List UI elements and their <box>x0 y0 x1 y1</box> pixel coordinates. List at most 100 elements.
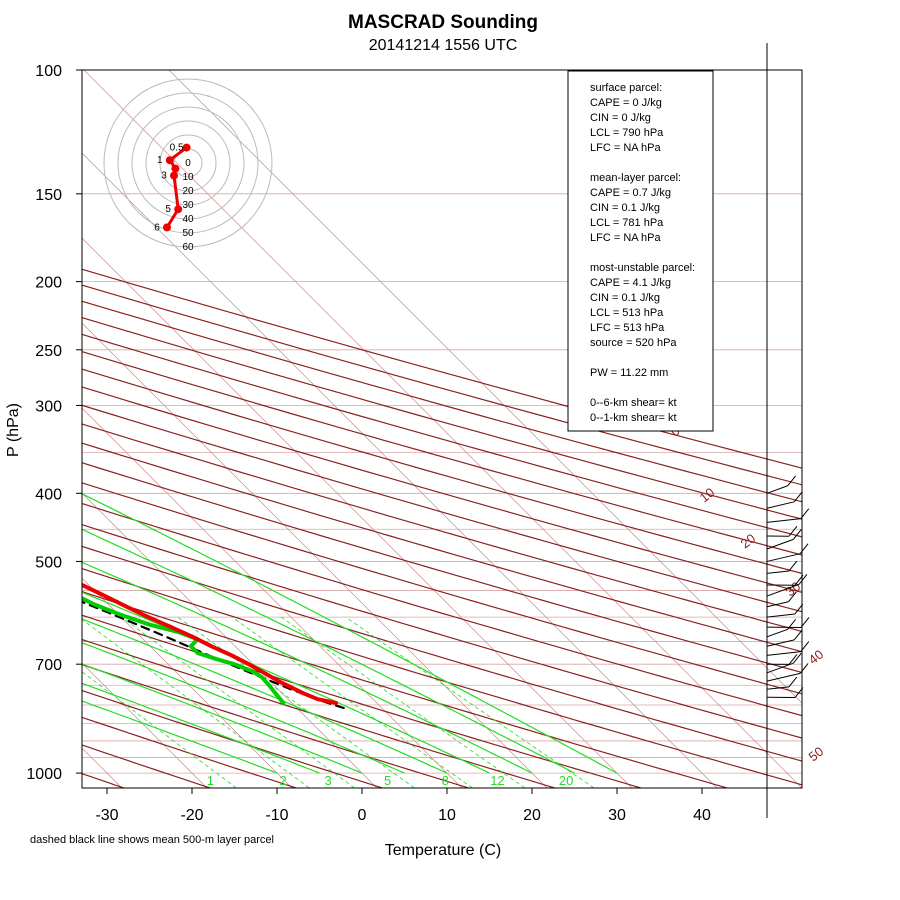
dry-adiabat <box>82 386 802 594</box>
hodograph-point <box>174 205 183 214</box>
dry-adiabat <box>82 300 802 503</box>
wind-barb-flag <box>794 574 804 586</box>
moist-adiabat <box>82 618 448 774</box>
mixing-ratio-label: 8 <box>442 773 449 788</box>
hodograph: 0 10 20 30 40 50 60 65 3 1 0.5 <box>103 78 273 253</box>
y-tick-label: 150 <box>35 187 62 204</box>
info-line: CIN = 0 J/kg <box>590 112 651 124</box>
mixing-ratio-label: 2 <box>279 773 286 788</box>
dry-adiabat <box>82 350 802 556</box>
profile-traces: 1 2 3 5 8 12 20 <box>82 582 573 788</box>
info-line: source = 520 hPa <box>590 337 677 349</box>
wind-barb <box>766 518 801 523</box>
dry-adiabat <box>82 333 802 538</box>
y-axis-label: P (hPa) <box>5 403 22 457</box>
wind-barb <box>766 672 801 682</box>
wind-barb-flag <box>792 652 802 664</box>
mixing-ratio-line <box>82 618 310 788</box>
dry-adiabat <box>82 614 642 788</box>
info-line: CIN = 0.1 J/kg <box>590 292 660 304</box>
mixing-ratio-label: 5 <box>384 773 391 788</box>
y-tick-label: 1000 <box>26 766 62 783</box>
wind-barb <box>766 639 795 647</box>
hodograph-ring <box>131 106 245 220</box>
wind-barb-flag <box>793 629 803 641</box>
info-line: CAPE = 4.1 J/kg <box>590 277 671 289</box>
y-tick-label: 400 <box>35 486 62 503</box>
x-tick-label: 0 <box>358 807 367 824</box>
dry-adiabat-label: 40 <box>806 647 827 668</box>
hodograph-point <box>171 164 180 173</box>
mixing-ratio-line <box>121 616 355 788</box>
x-tick-label: -10 <box>265 807 288 824</box>
wind-barb <box>766 628 788 638</box>
dry-adiabat-label: 20 <box>738 531 759 552</box>
mixing-ratio-line <box>280 616 526 788</box>
wind-barb-flag <box>788 560 798 572</box>
info-line: 0--1-km shear= kt <box>590 412 677 424</box>
mixing-ratio-label: 1 <box>207 773 214 788</box>
isotherm-line <box>82 152 718 788</box>
wind-barb <box>766 485 788 494</box>
info-line: LCL = 790 hPa <box>590 127 664 139</box>
info-line: LFC = NA hPa <box>590 142 662 154</box>
wind-barb <box>766 538 794 550</box>
wind-barb <box>766 601 789 608</box>
hodograph-ring <box>117 92 259 234</box>
moist-adiabat <box>82 528 575 774</box>
x-tick-label: 10 <box>438 807 456 824</box>
moist-adiabat <box>82 700 278 774</box>
info-line: CAPE = 0.7 J/kg <box>590 187 671 199</box>
wind-barb <box>766 651 801 656</box>
wind-barb-flag <box>788 654 798 665</box>
x-tick-label: 30 <box>608 807 626 824</box>
hodograph-point <box>163 223 171 232</box>
y-tick-label: 100 <box>35 63 62 80</box>
y-tick-label: 700 <box>35 657 62 674</box>
x-tick-label: -30 <box>95 807 118 824</box>
temperature-trace <box>82 582 339 705</box>
dry-adiabat <box>82 462 802 674</box>
hodograph-ring <box>103 78 273 248</box>
wind-barb-flag <box>788 676 798 688</box>
wind-barb <box>766 583 800 597</box>
dry-adiabat <box>82 568 802 786</box>
wind-barb <box>766 501 795 509</box>
hodograph-ring-label: 40 <box>182 214 194 225</box>
parcel-trace <box>82 600 345 710</box>
info-line: PW = 11.22 mm <box>590 367 668 379</box>
chart-subtitle: 20141214 1556 UTC <box>369 37 518 54</box>
dry-adiabat <box>82 502 802 717</box>
wind-barb-flag <box>800 508 810 519</box>
wind-barb-flag <box>799 663 809 674</box>
moist-adiabat <box>82 561 533 774</box>
info-line: LFC = NA hPa <box>590 232 662 244</box>
hodograph-ring-label: 30 <box>182 200 194 211</box>
wind-barb-flag <box>787 618 797 630</box>
dry-adiabat <box>82 638 555 788</box>
hodograph-marker-label: 3 <box>161 171 167 182</box>
dry-adiabat-label: 50 <box>806 744 827 765</box>
wind-barb <box>766 570 789 574</box>
isotherm-line <box>83 70 802 788</box>
wind-barb <box>766 686 789 690</box>
isotherm-line <box>82 662 208 788</box>
wind-barb-flag <box>799 543 809 555</box>
dry-adiabat <box>82 316 802 520</box>
hodograph-point <box>170 171 178 180</box>
mixing-ratio-label: 20 <box>559 773 573 788</box>
dry-adiabat <box>82 442 802 653</box>
x-tick-label: 40 <box>693 807 711 824</box>
info-line: most-unstable parcel: <box>590 262 695 274</box>
dry-adiabat <box>82 268 802 469</box>
wind-barb-flag <box>788 591 797 603</box>
wind-barb-flag <box>788 525 798 537</box>
dry-adiabat <box>82 368 802 575</box>
dry-adiabat <box>82 545 802 762</box>
dry-adiabat <box>82 404 802 613</box>
wind-barb-flag <box>800 641 810 652</box>
hodograph-ring-label: 10 <box>182 172 194 183</box>
dewpoint-trace <box>82 596 286 705</box>
dry-adiabat <box>82 689 383 788</box>
